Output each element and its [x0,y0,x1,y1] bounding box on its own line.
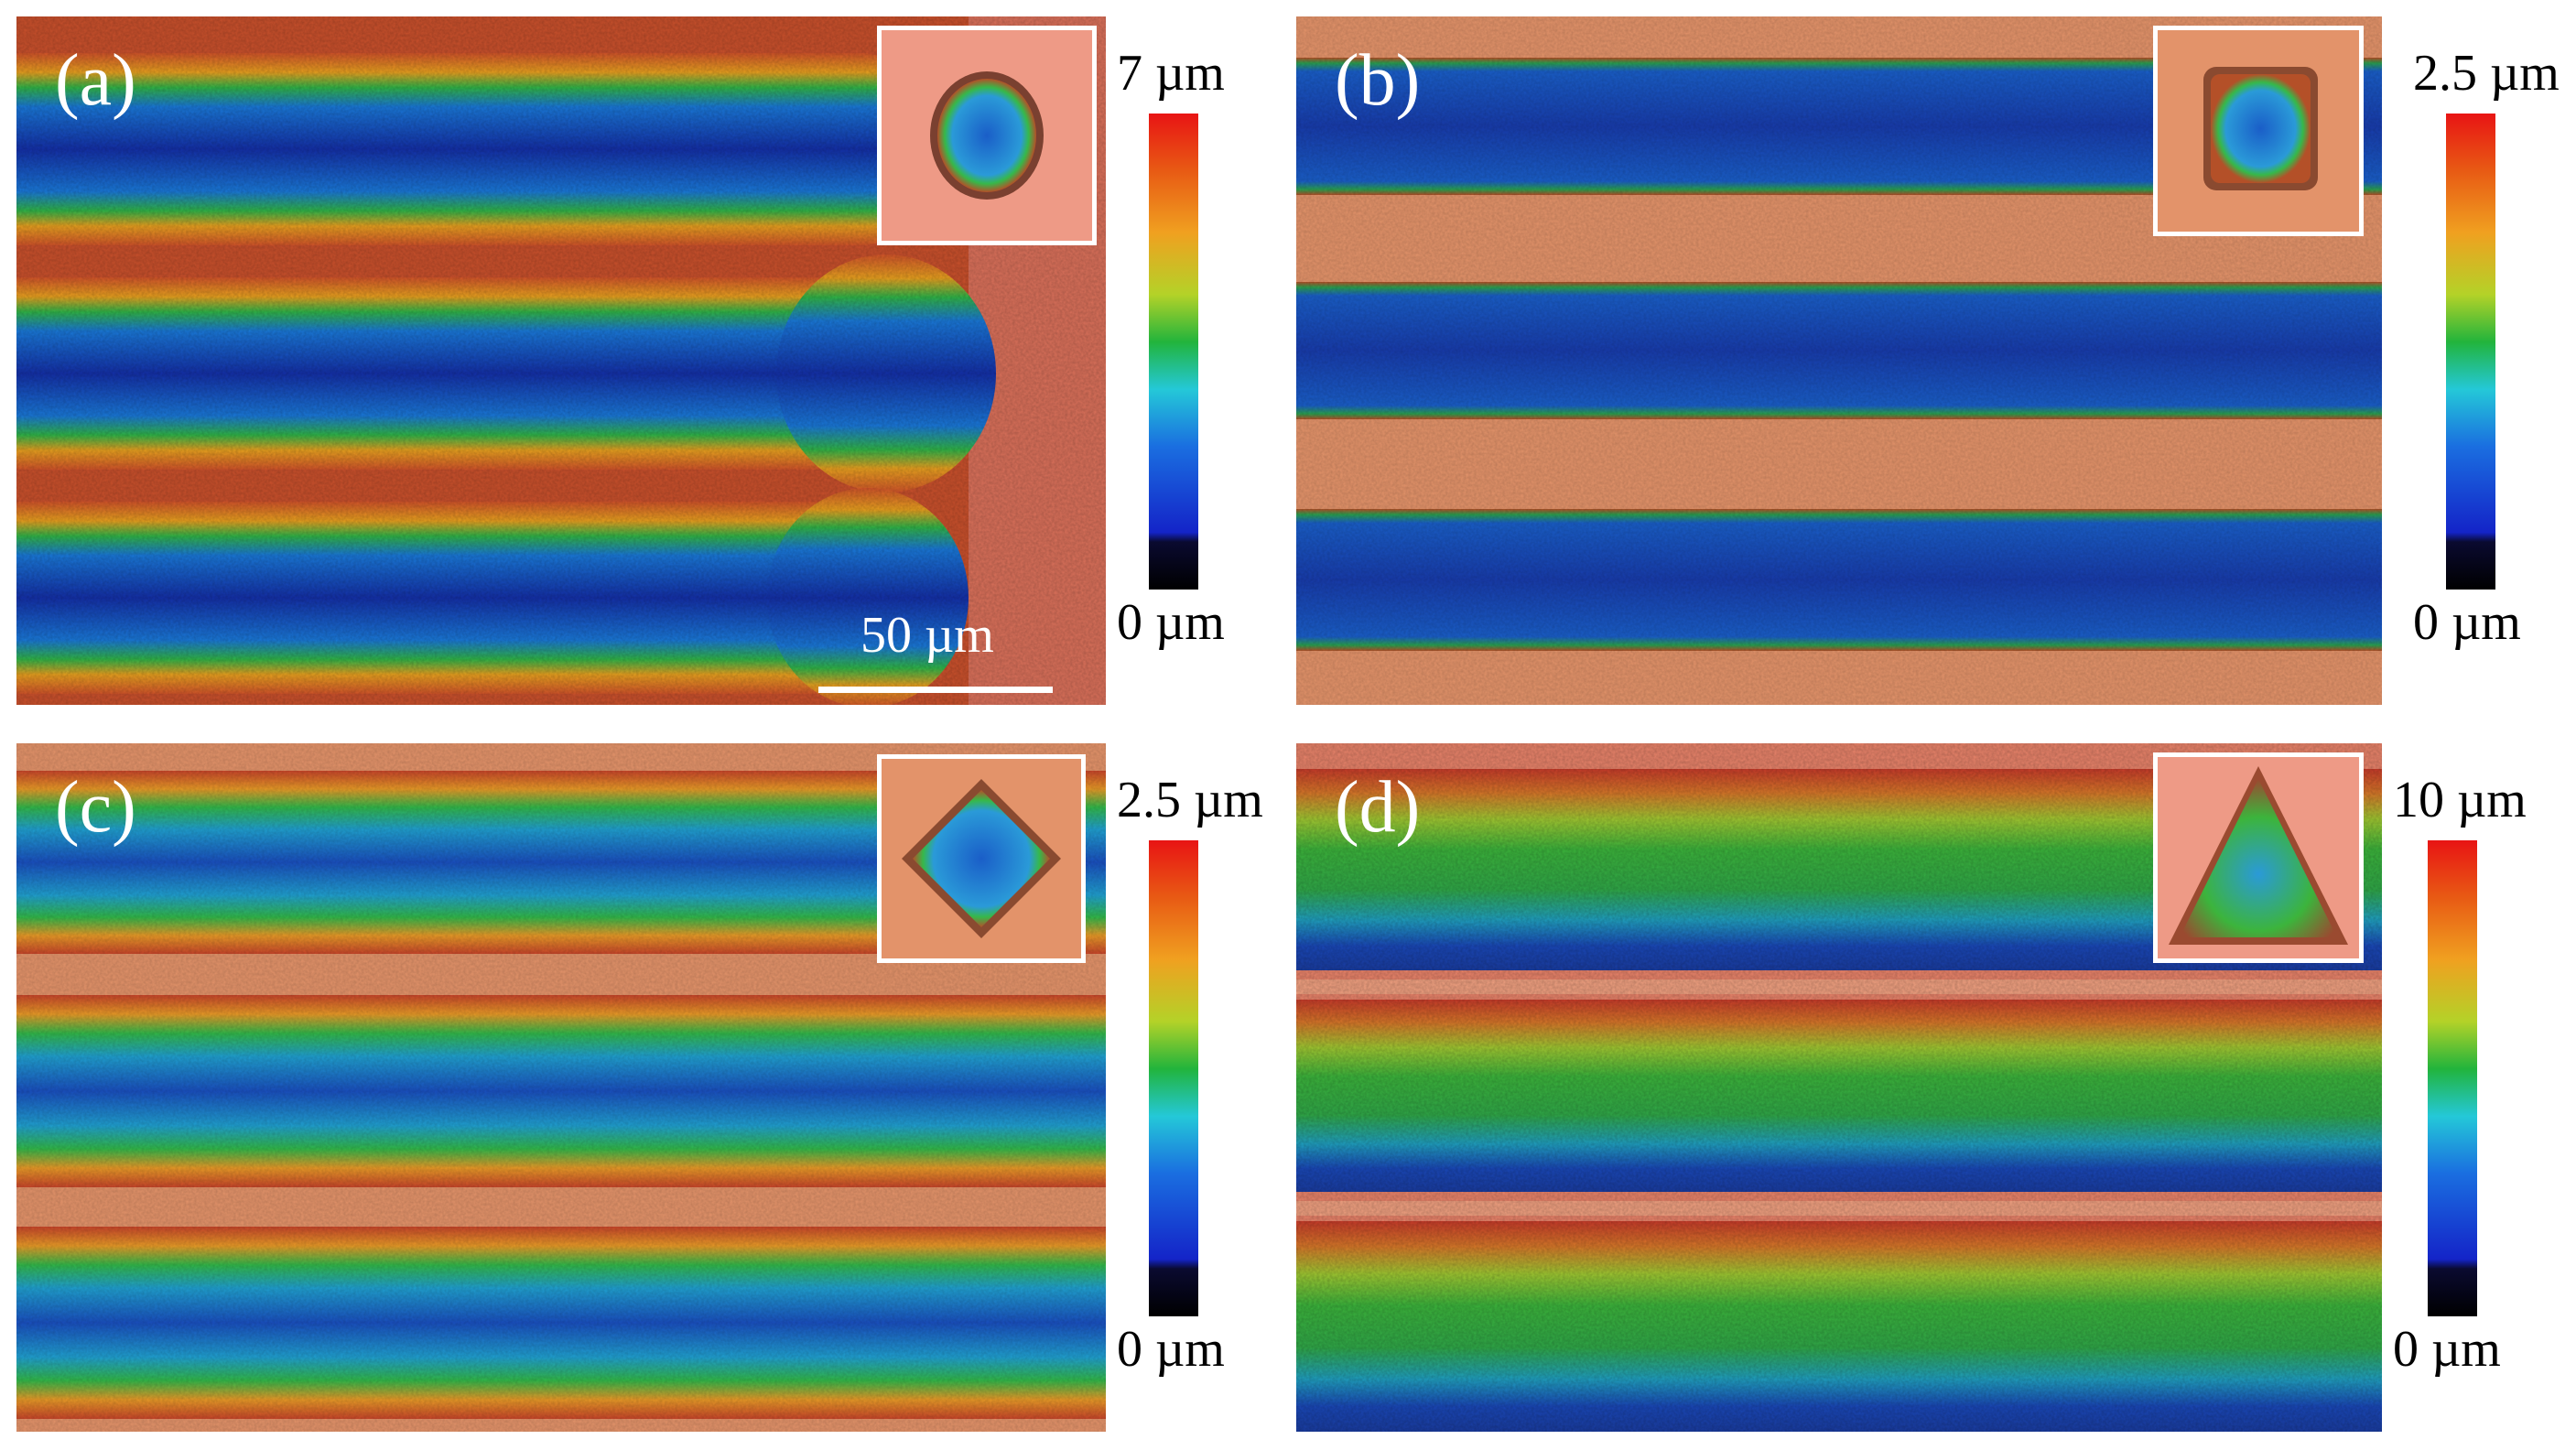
panel-c: (c) [16,743,1106,1432]
colorbar-b-min: 0 µm [2413,594,2521,651]
panel-label: (d) [1335,767,1421,848]
inset-diamond-image [882,759,1081,958]
inset-circle [877,26,1097,245]
scale-bar-label: 50 µm [860,607,994,664]
inset-triangle-image [2158,757,2359,958]
panel-b-height-map [1296,16,2382,705]
scale-bar [818,687,1053,693]
inset-square [2153,26,2364,236]
panel-a: (a) 50 µm [16,16,1106,705]
panel-d: (d) [1296,743,2382,1432]
panel-a-height-map [16,16,1106,705]
colorbar-a-max: 7 µm [1117,45,1225,102]
colorbar-a [1149,114,1198,590]
colorbar-b [2446,114,2495,590]
colorbar-a-min: 0 µm [1117,594,1225,651]
panel-b: (b) [1296,16,2382,705]
panel-label: (a) [55,40,136,121]
colorbar-d-max: 10 µm [2393,772,2527,828]
colorbar-c-max: 2.5 µm [1117,772,1263,828]
colorbar-b-max: 2.5 µm [2413,45,2560,102]
inset-circle-image [882,30,1092,241]
colorbar-c [1149,840,1198,1316]
inset-triangle [2153,752,2364,963]
panel-label: (b) [1335,40,1421,121]
colorbar-d-min: 0 µm [2393,1321,2501,1378]
inset-diamond [877,754,1086,963]
colorbar-c-min: 0 µm [1117,1321,1225,1378]
panel-label: (c) [55,767,136,848]
colorbar-d [2428,840,2477,1316]
inset-square-image [2158,30,2359,232]
